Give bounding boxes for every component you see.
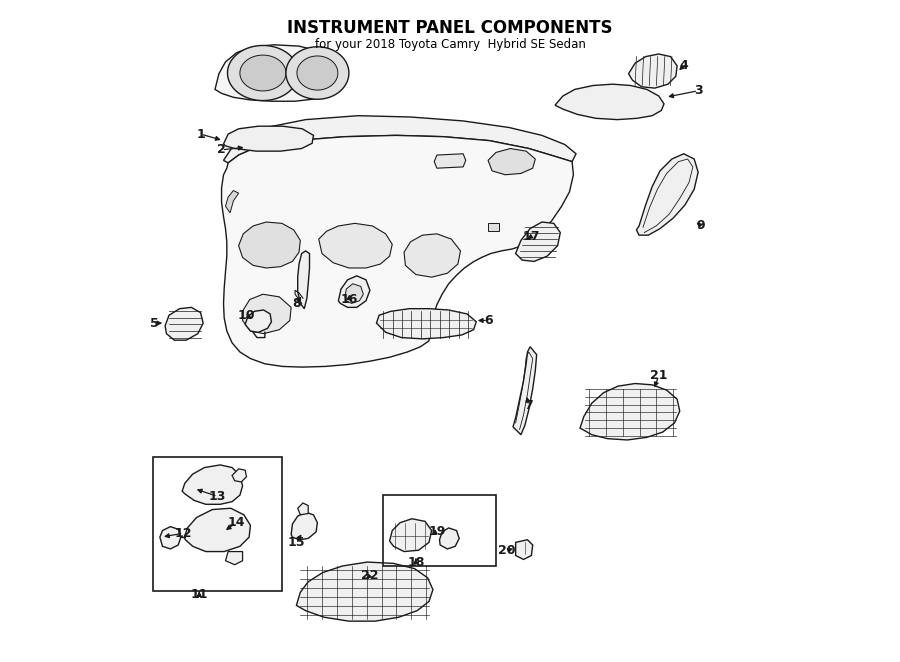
Polygon shape — [243, 294, 291, 334]
Text: 6: 6 — [484, 314, 492, 327]
Polygon shape — [434, 154, 466, 168]
Polygon shape — [488, 148, 536, 175]
Text: INSTRUMENT PANEL COMPONENTS: INSTRUMENT PANEL COMPONENTS — [287, 19, 613, 37]
Polygon shape — [298, 503, 308, 515]
Text: 14: 14 — [227, 516, 245, 529]
Text: 20: 20 — [498, 544, 515, 557]
Text: 1: 1 — [196, 128, 205, 140]
Polygon shape — [165, 307, 203, 340]
Polygon shape — [555, 84, 664, 120]
Polygon shape — [184, 508, 250, 551]
Polygon shape — [291, 512, 318, 540]
Polygon shape — [232, 469, 247, 482]
Text: 22: 22 — [361, 569, 379, 582]
Polygon shape — [390, 519, 432, 551]
Polygon shape — [636, 154, 698, 235]
Polygon shape — [516, 222, 561, 261]
Text: 12: 12 — [175, 527, 193, 540]
Text: for your 2018 Toyota Camry  Hybrid SE Sedan: for your 2018 Toyota Camry Hybrid SE Sed… — [315, 38, 585, 51]
Polygon shape — [223, 126, 313, 151]
Polygon shape — [628, 54, 677, 88]
Polygon shape — [376, 308, 476, 339]
Polygon shape — [228, 46, 299, 101]
Text: 17: 17 — [523, 230, 540, 243]
Polygon shape — [439, 528, 459, 549]
Text: 19: 19 — [428, 526, 446, 538]
Text: 2: 2 — [217, 143, 226, 156]
Polygon shape — [297, 56, 338, 90]
Polygon shape — [345, 284, 364, 303]
Text: 11: 11 — [191, 589, 208, 601]
Polygon shape — [516, 540, 533, 559]
Text: 16: 16 — [340, 293, 357, 306]
Polygon shape — [215, 45, 344, 101]
Polygon shape — [338, 276, 370, 307]
Polygon shape — [221, 136, 573, 367]
Polygon shape — [319, 223, 392, 268]
Text: 13: 13 — [209, 490, 226, 503]
Polygon shape — [488, 223, 499, 231]
Polygon shape — [160, 526, 181, 549]
Polygon shape — [240, 55, 286, 91]
Text: 21: 21 — [650, 369, 668, 382]
Polygon shape — [298, 251, 310, 308]
Bar — [153, 457, 282, 591]
Text: 8: 8 — [292, 297, 301, 310]
Polygon shape — [245, 310, 272, 332]
Text: 18: 18 — [407, 555, 425, 569]
Polygon shape — [226, 551, 243, 565]
Text: 4: 4 — [680, 60, 688, 72]
Polygon shape — [404, 234, 461, 277]
Text: 5: 5 — [150, 316, 159, 330]
Polygon shape — [513, 347, 536, 435]
Polygon shape — [238, 222, 301, 268]
Polygon shape — [296, 562, 433, 621]
Polygon shape — [286, 47, 349, 99]
Text: 3: 3 — [694, 84, 702, 97]
Polygon shape — [580, 383, 680, 440]
Text: 7: 7 — [525, 399, 533, 412]
Polygon shape — [223, 116, 576, 163]
Text: 15: 15 — [288, 536, 305, 549]
Polygon shape — [182, 465, 243, 504]
Bar — [383, 495, 496, 566]
Text: 9: 9 — [697, 220, 705, 232]
Text: 10: 10 — [238, 308, 256, 322]
Polygon shape — [226, 191, 239, 213]
